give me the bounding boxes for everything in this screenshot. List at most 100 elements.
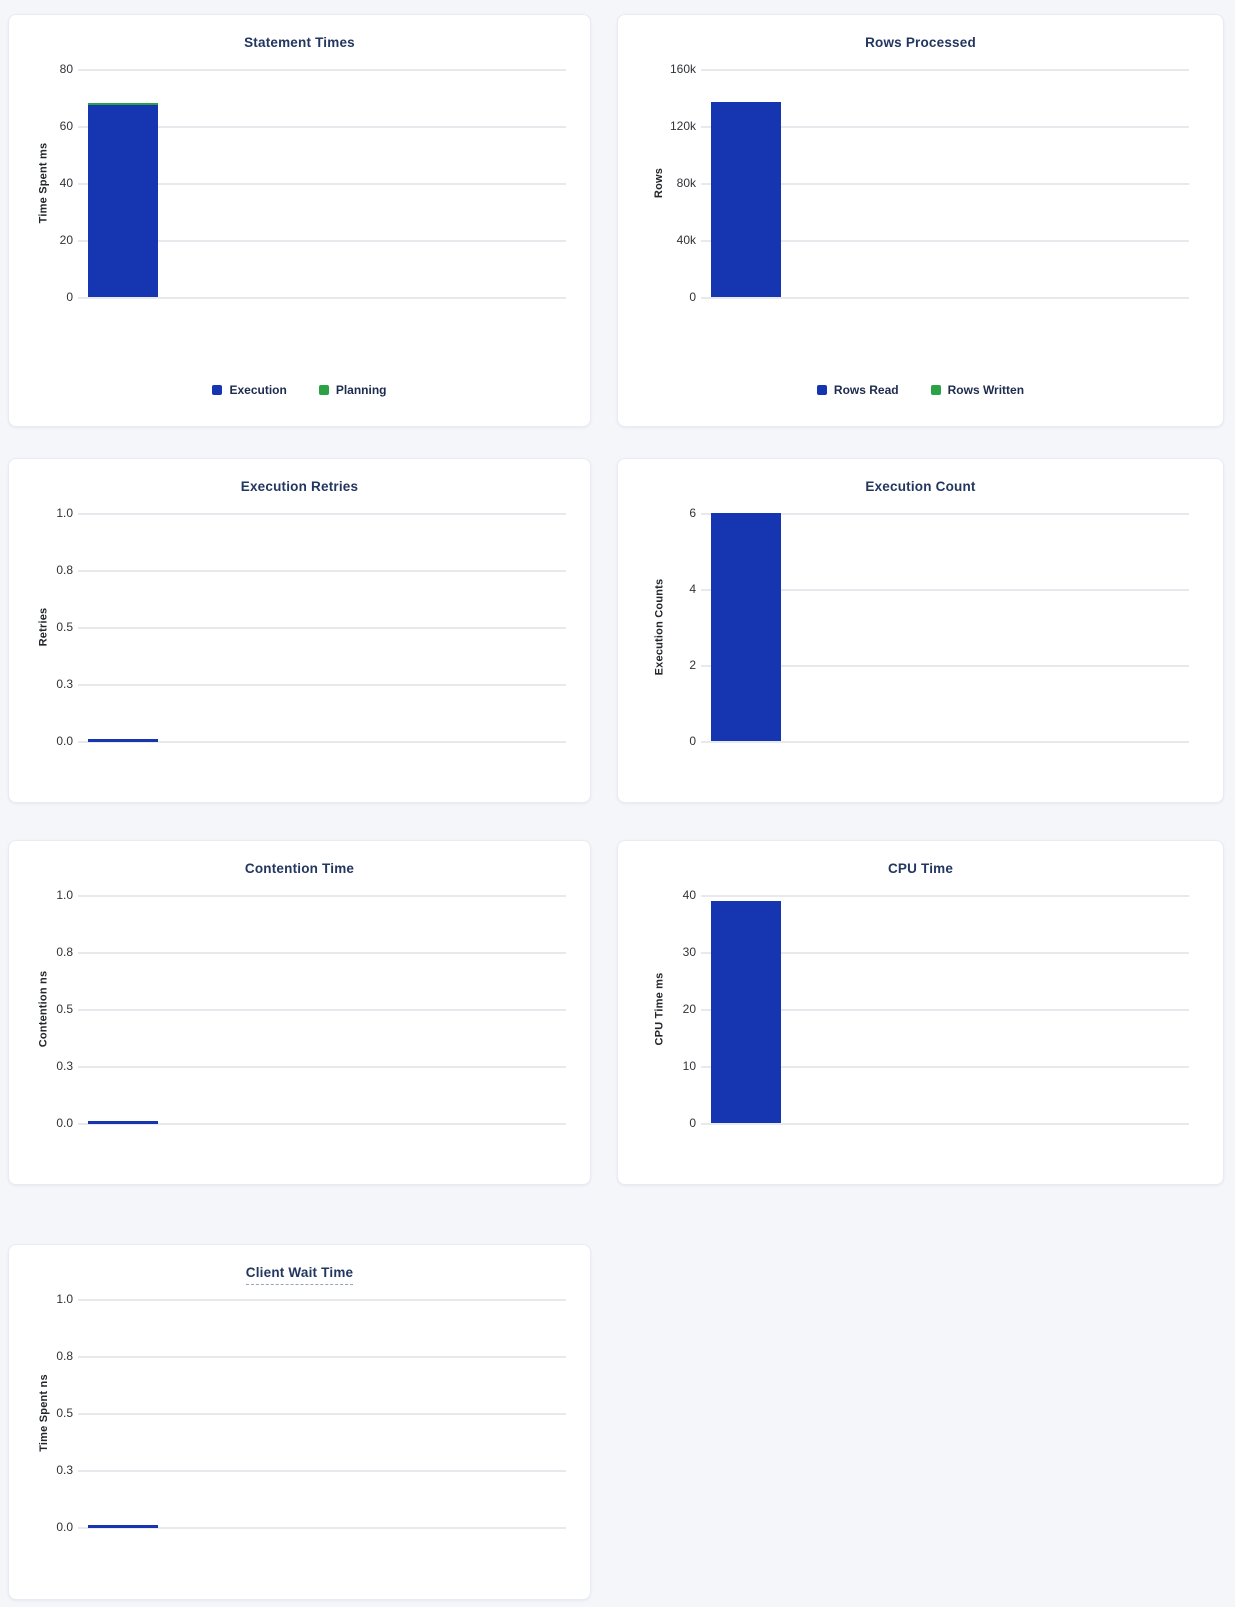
gridline [701,895,1189,897]
chart-title-text: Execution Retries [240,479,359,494]
gridline [78,741,566,743]
chart-title-text: Contention Time [244,861,355,876]
gridline [701,240,1189,242]
legend-swatch-icon [930,385,941,395]
legend-item: Execution [212,383,287,397]
gridline [701,741,1189,743]
chart-title: Client Wait Time [9,1265,590,1285]
y-tick-label: 60 [59,119,73,133]
legend-label: Planning [335,383,387,397]
gridline [78,240,566,242]
gridline [701,1009,1189,1011]
chart-title-tooltip-trigger[interactable]: Client Wait Time [245,1265,354,1285]
legend: Rows Read Rows Written [618,383,1223,397]
plot-area: 0.0 0.3 0.5 0.8 1.0 [56,1292,566,1534]
legend-swatch-icon [318,385,329,395]
y-tick-label: 10 [682,1059,696,1073]
plot-area: 0.0 0.3 0.5 0.8 1.0 [56,506,566,748]
bar-execution-count [711,513,781,741]
gridline [78,183,566,185]
gridline [78,69,566,71]
legend-item: Planning [318,383,387,397]
gridline [701,952,1189,954]
chart-card-contention-time: Contention Time Contention ns 0.0 0.3 0.5 0… [8,840,591,1185]
y-tick-label: 0 [689,1116,696,1130]
charts-grid-row: Execution Retries Retries 0.0 0.3 0.5 0.8 1.… [8,458,1235,803]
gridline [78,1470,566,1472]
y-tick-label: 0.3 [56,1463,73,1477]
legend-item: Rows Written [930,383,1024,397]
y-axis-label-text: Retries [37,607,50,647]
gridline [701,1123,1189,1125]
legend-item: Rows Read [816,383,899,397]
y-tick-label: 0 [689,290,696,304]
y-tick-label: 0.0 [56,1116,73,1130]
y-tick-label: 1.0 [56,506,73,520]
y-tick-label: 1.0 [56,888,73,902]
bar-planning [88,102,158,106]
y-tick-label: 0 [66,290,73,304]
bar-execution [88,105,158,297]
y-tick-label: 1.0 [56,1292,73,1306]
chart-card-cpu-time: CPU Time CPU Time ms 0 10 20 30 40 [617,840,1224,1185]
gridline [701,589,1189,591]
chart-title: Statement Times [9,35,590,50]
gridline [78,1009,566,1011]
y-tick-label: 6 [689,506,696,520]
y-tick-label: 80k [676,176,696,190]
gridline [78,570,566,572]
plot-area: 0 20 40 60 80 [60,62,566,304]
gridline [78,1527,566,1529]
y-tick-label: 40 [682,888,696,902]
y-axis-label-text: Execution Counts [653,578,666,676]
y-axis-label-text: CPU Time ms [653,972,666,1046]
legend-label: Execution [229,383,287,397]
chart-card-execution-count: Execution Count Execution Counts 0 2 4 6 [617,458,1224,803]
bar-rows-read [711,101,781,297]
plot-area: 0.0 0.3 0.5 0.8 1.0 [56,888,566,1130]
y-tick-label: 0.8 [56,563,73,577]
y-tick-label: 0.5 [56,1002,73,1016]
gridline [78,1123,566,1125]
gridline [701,1066,1189,1068]
bar-cpu-time [711,900,781,1123]
gridline [701,183,1189,185]
charts-grid-row: Client Wait Time Time Spent ns 0.0 0.3 0.5… [8,1244,1235,1600]
y-tick-label: 20 [682,1002,696,1016]
gridline [701,126,1189,128]
chart-title-text: Rows Processed [865,35,976,50]
y-tick-label: 80 [59,62,73,76]
chart-title-text: CPU Time [887,861,954,876]
zero-value-bar [88,739,158,742]
gridline [78,126,566,128]
y-tick-label: 40 [59,176,73,190]
y-tick-label: 4 [689,582,696,596]
charts-grid-row: Statement Times Time Spent ms 0 20 40 60 80 … [8,14,1235,427]
chart-card-client-wait-time: Client Wait Time Time Spent ns 0.0 0.3 0.5… [8,1244,591,1600]
y-tick-label: 20 [59,233,73,247]
chart-card-rows-processed: Rows Processed Rows 0 40k 80k 120k 160k Rows… [617,14,1224,427]
gridline [78,297,566,299]
gridline [78,895,566,897]
gridline [701,665,1189,667]
zero-value-bar [88,1525,158,1528]
y-tick-label: 0.8 [56,945,73,959]
chart-title: Rows Processed [618,35,1223,50]
gridline [78,952,566,954]
y-tick-label: 0.5 [56,1406,73,1420]
charts-grid-row: Contention Time Contention ns 0.0 0.3 0.5 0… [8,840,1235,1185]
plot-area: 0 40k 80k 120k 160k [670,62,1189,304]
y-tick-label: 0.5 [56,620,73,634]
y-axis-label-text: Rows [653,167,666,199]
plot-area: 0 10 20 30 40 [683,888,1189,1130]
y-tick-label: 2 [689,658,696,672]
chart-title: Contention Time [9,861,590,876]
y-axis-label-text: Time Spent ns [37,1374,50,1452]
chart-title-text: Execution Count [865,479,976,494]
gridline [78,1066,566,1068]
y-tick-label: 0 [689,734,696,748]
y-tick-label: 0.8 [56,1349,73,1363]
y-axis-label-text: Time Spent ms [37,142,50,224]
gridline [78,627,566,629]
y-tick-label: 40k [676,233,696,247]
